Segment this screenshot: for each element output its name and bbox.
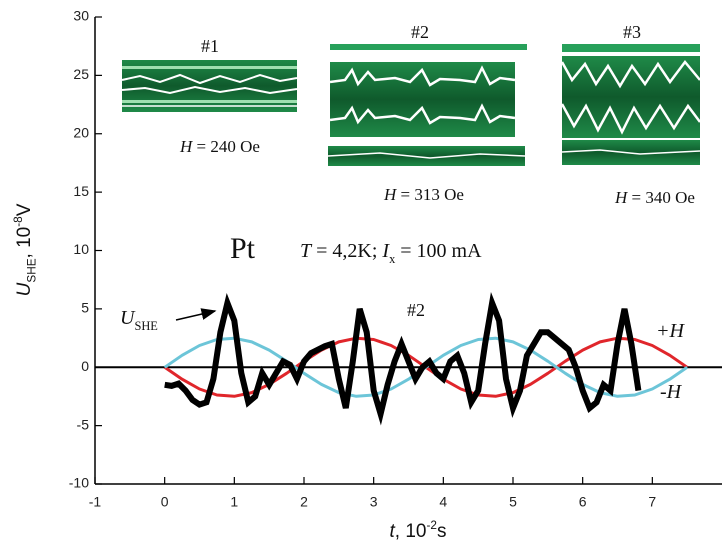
x-tick-label: -1 bbox=[89, 494, 102, 510]
y-tick-label: -5 bbox=[77, 416, 90, 432]
x-tick-label: 0 bbox=[161, 494, 169, 510]
x-tick-label: 1 bbox=[230, 494, 238, 510]
data-line-markers bbox=[164, 291, 642, 426]
conditions-label-part: x bbox=[389, 252, 396, 266]
inset-image bbox=[327, 44, 527, 166]
conditions-label: T = 4,2K; Ix = 100 mA bbox=[300, 240, 482, 266]
inset-field: H = 313 Oe bbox=[383, 185, 464, 204]
conditions-label-part: T bbox=[300, 240, 313, 262]
y-tick-label: 15 bbox=[73, 183, 89, 199]
arrow bbox=[175, 308, 217, 321]
x-tick-label: 7 bbox=[648, 494, 656, 510]
y-axis-label-part: -8 bbox=[12, 216, 25, 227]
conditions-label-part: = 100 mA bbox=[395, 240, 482, 262]
conditions-label-part: = 4,2K; bbox=[311, 240, 382, 262]
inset-field-part: H bbox=[614, 188, 629, 207]
x-tick-label: 4 bbox=[439, 494, 447, 510]
inset-image bbox=[121, 60, 298, 112]
inset-field-part: = 313 Oe bbox=[396, 185, 464, 204]
series-label: +H bbox=[656, 320, 685, 342]
y-tick-label: 25 bbox=[73, 66, 89, 82]
x-axis-label-part: t bbox=[390, 521, 396, 542]
arrow-label: USHE bbox=[120, 307, 158, 333]
inset-field: H = 240 Oe bbox=[179, 137, 260, 156]
y-tick-label: 20 bbox=[73, 124, 89, 140]
inset-label: #3 bbox=[623, 22, 641, 42]
x-axis-label-part: -2 bbox=[427, 519, 437, 532]
y-axis-label-part: V bbox=[14, 203, 35, 216]
arrow-label-part: U bbox=[120, 307, 136, 329]
curve-label: #2 bbox=[407, 300, 425, 320]
inset-field-part: = 340 Oe bbox=[627, 188, 695, 207]
x-tick-label: 6 bbox=[579, 494, 587, 510]
y-axis-label-part: U bbox=[14, 282, 35, 296]
x-axis-label-part: s bbox=[437, 521, 447, 542]
y-axis-label-part: , 10 bbox=[14, 227, 35, 259]
x-tick-label: 3 bbox=[370, 494, 378, 510]
inset-field-part: H bbox=[179, 137, 194, 156]
arrow-label-part: SHE bbox=[134, 319, 157, 333]
y-tick-label: 5 bbox=[81, 300, 89, 316]
x-tick-label: 2 bbox=[300, 494, 308, 510]
inset-field: H = 340 Oe bbox=[614, 188, 695, 207]
y-tick-label: 0 bbox=[81, 358, 89, 374]
y-tick-label: 30 bbox=[73, 8, 89, 24]
inset-label: #1 bbox=[201, 36, 219, 56]
y-tick-label: 10 bbox=[73, 241, 89, 257]
inset-label: #2 bbox=[411, 22, 429, 42]
x-axis-label: t, 10-2s bbox=[390, 519, 447, 542]
inset-image bbox=[560, 44, 701, 165]
y-axis-label: USHE, 10-8V bbox=[12, 203, 39, 296]
inset-field-part: = 240 Oe bbox=[192, 137, 260, 156]
series-label: -H bbox=[660, 381, 683, 403]
y-tick-label: -10 bbox=[69, 475, 89, 491]
material-label: Pt bbox=[230, 232, 256, 265]
conditions-label-part: I bbox=[381, 240, 390, 262]
y-axis-label-part: SHE bbox=[26, 258, 39, 282]
x-tick-label: 5 bbox=[509, 494, 517, 510]
x-axis-label-part: , 10 bbox=[395, 521, 427, 542]
inset-field-part: H bbox=[383, 185, 398, 204]
